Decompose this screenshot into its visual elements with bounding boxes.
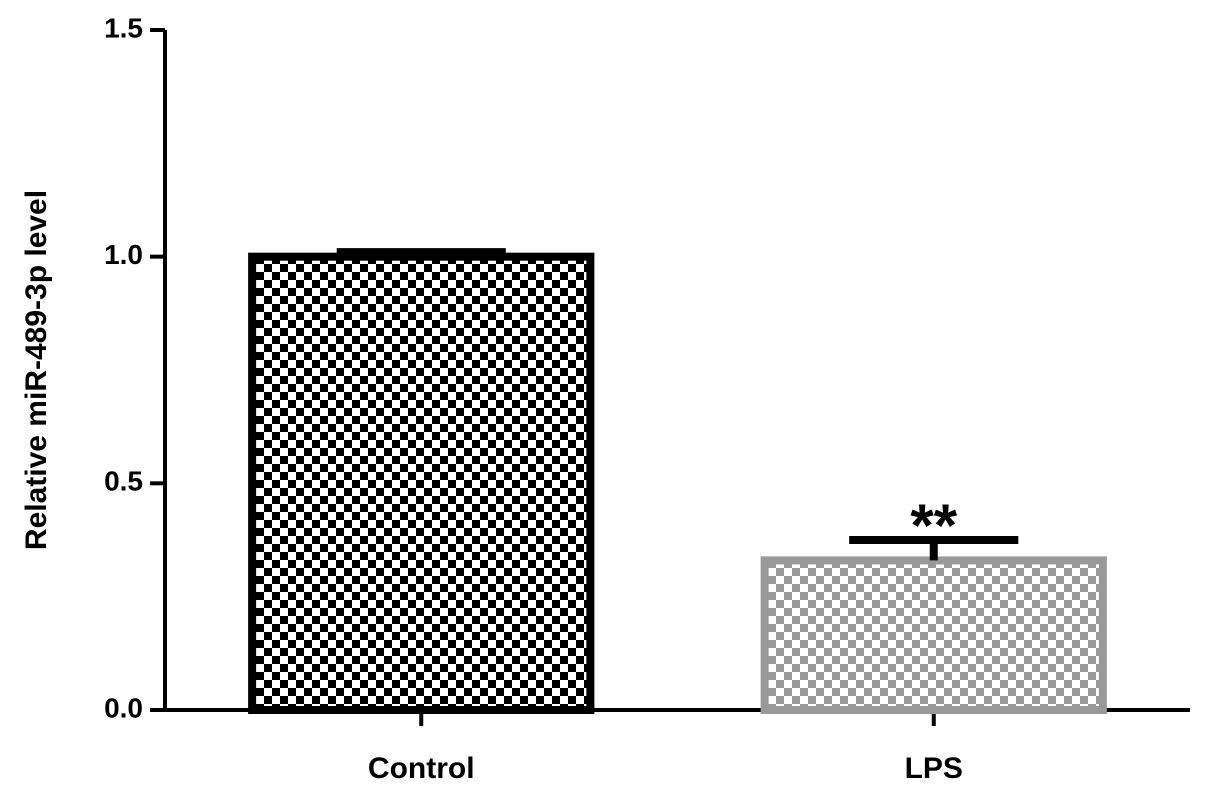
bar bbox=[248, 252, 595, 714]
x-tick-label: Control bbox=[368, 752, 475, 785]
y-tick-label: 0.5 bbox=[104, 466, 143, 497]
error-bar bbox=[849, 536, 1019, 561]
x-tick-label: LPS bbox=[905, 752, 963, 785]
error-bar bbox=[336, 248, 506, 257]
y-tick-label: 1.0 bbox=[104, 239, 143, 270]
y-tick-label: 0.0 bbox=[104, 692, 143, 723]
annotation: ** bbox=[910, 492, 957, 559]
y-axis-label: Relative miR-489-3p level bbox=[20, 190, 53, 550]
y-tick-label: 1.5 bbox=[104, 12, 143, 43]
bar bbox=[760, 556, 1107, 715]
